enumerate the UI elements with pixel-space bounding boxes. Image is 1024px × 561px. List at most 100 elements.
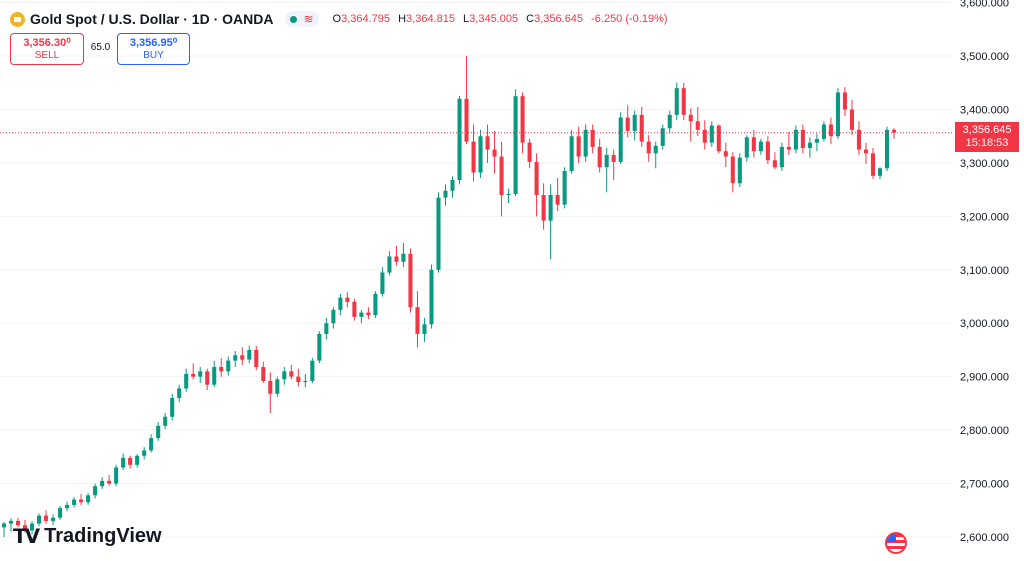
candle-body [366,312,371,316]
candle-body [597,146,602,168]
y-tick-label: 3,400.000 [960,105,1009,117]
candle-body [205,371,210,385]
sell-price: 3,356.30⁰ [23,37,71,49]
candle-body [226,360,231,372]
ohlc-low: 3,345.005 [469,13,519,25]
y-tick-label: 3,500.000 [960,51,1009,63]
candle-body [856,129,861,150]
candle-body [247,349,252,360]
price-change: -6.250 (-0.19%) [591,13,668,25]
ohlc-high: 3,364.815 [406,13,455,25]
market-open-icon [290,15,298,23]
ohlc-high-key: H [398,13,407,25]
candle-body [387,256,392,273]
candle-body [835,92,840,137]
candle-body [422,324,427,334]
candle-body [156,425,161,439]
candle-body [170,398,175,417]
y-tick-label: 3,000.000 [960,318,1009,330]
candle-body [464,98,469,142]
candle-body [436,197,441,270]
candle-body [499,156,504,196]
candle-body [653,145,658,154]
candle-body [380,272,385,294]
candle-body [786,146,791,150]
candle-body [324,323,329,334]
us-flag-icon[interactable] [885,532,907,554]
candle-body [492,149,497,157]
candle-body [93,486,98,496]
logo-text: TradingView [44,525,162,547]
candle-body [891,129,897,133]
symbol-title[interactable]: Gold Spot / U.S. Dollar · 1D · OANDA [30,11,274,27]
candle-body [100,480,105,487]
candle-body [632,114,637,131]
price-grid [0,2,952,538]
y-tick-label: 3,600.000 [960,0,1009,10]
candle-body [807,142,812,148]
candle-body [373,293,378,316]
candle-body [870,153,876,176]
candle-body [72,499,77,505]
candle-body [814,138,819,143]
market-status[interactable]: ≋ [285,11,319,27]
candle-body [233,355,238,361]
candle-body [674,88,679,115]
candle-body [534,161,539,196]
ohlc-open-key: O [332,13,342,25]
y-tick-label: 3,300.000 [960,158,1009,170]
candle-body [212,367,217,385]
candle-body [121,457,126,468]
candle-body [513,96,518,194]
ohlc-low-key: L [463,13,470,25]
y-tick-label: 3,100.000 [960,265,1009,277]
y-tick-label: 2,600.000 [960,532,1009,544]
candle-body [639,114,644,142]
candle-body [51,517,56,521]
candle-body [828,124,833,137]
candle-body [744,137,749,158]
candle-body [429,269,434,325]
candle-body [29,523,35,531]
candle-body [338,297,343,310]
buy-button[interactable]: 3,356.95⁰ BUY [117,33,190,65]
candle-body [716,125,721,152]
candle-body [667,114,672,129]
tradingview-logo[interactable]: 𝗧𝗩 TradingView [13,524,162,549]
candle-body [114,467,119,484]
candle-body [177,388,182,399]
candle-body [142,450,147,456]
candle-body [149,438,154,451]
candle-body [541,195,546,221]
candle-body [198,371,203,377]
candle-body [345,297,350,302]
chart-legend: Gold Spot / U.S. Dollar · 1D · OANDA ≋ O… [10,9,673,29]
candle-body [548,195,553,221]
candle-body [793,129,798,150]
candle-body [254,349,259,368]
candle-body [450,180,455,191]
sell-button[interactable]: 3,356.30⁰ SELL [10,33,84,65]
candle-body [317,333,322,361]
candle-body [331,309,336,324]
candle-body [863,149,869,154]
candle-body [275,379,280,394]
candle-body [352,301,357,317]
candle-body [86,495,91,503]
candle-body [191,374,196,377]
y-tick-label: 2,800.000 [960,425,1009,437]
candle-body [65,504,70,509]
candle-body [240,355,245,360]
candle-body [261,367,266,381]
candle-body [107,480,112,484]
candle-body [394,256,399,262]
candle-body [660,128,665,146]
candle-body [569,136,574,171]
gold-symbol-icon [10,11,25,27]
candle-body [604,154,609,168]
candle-body [37,515,42,524]
candle-body [359,312,364,317]
price-axis[interactable]: 3,600.000 3,500.000 3,400.000 3,300.000 3,20… [960,0,1009,544]
candle-body [408,253,413,308]
